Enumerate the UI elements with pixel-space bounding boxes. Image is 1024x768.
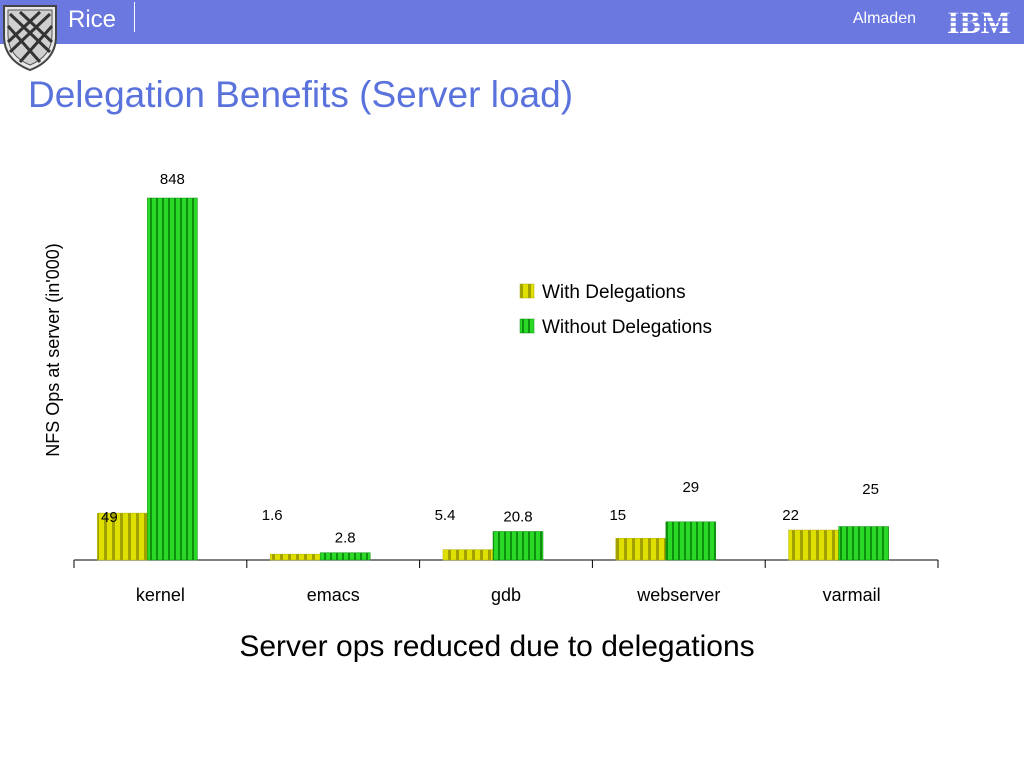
y-axis-label: NFS Ops at server (in'000) <box>43 243 63 457</box>
bar-without-gdb <box>492 531 544 561</box>
data-label-with-emacs: 1.6 <box>262 507 283 524</box>
header-divider <box>134 2 135 32</box>
bar-without-varmail <box>838 526 889 561</box>
x-tick-label-webserver: webserver <box>636 585 720 605</box>
bar-without-emacs <box>319 552 371 561</box>
data-label-without-varmail: 25 <box>862 481 879 498</box>
bar-without-kernel <box>147 197 198 561</box>
x-tick-label-kernel: kernel <box>136 585 185 605</box>
data-label-with-gdb: 5.4 <box>435 507 456 524</box>
data-label-with-kernel: 49 <box>101 509 118 526</box>
legend-label-without: Without Delegations <box>542 317 712 338</box>
ibm-logo: IBM <box>944 5 1014 37</box>
bar-with-varmail <box>788 529 839 561</box>
bar-without-webserver <box>665 521 717 561</box>
legend-swatch-with <box>519 283 535 299</box>
header-bar <box>0 0 1024 44</box>
data-label-without-emacs: 2.8 <box>335 530 356 547</box>
slide-title: Delegation Benefits (Server load) <box>28 74 574 115</box>
data-label-with-webserver: 15 <box>609 507 626 524</box>
x-tick-label-gdb: gdb <box>491 585 521 605</box>
data-label-with-varmail: 22 <box>782 507 799 524</box>
data-label-without-kernel: 848 <box>160 171 185 188</box>
bar-with-emacs <box>269 553 321 561</box>
data-label-without-webserver: 29 <box>682 479 699 496</box>
bar-with-gdb <box>442 549 494 561</box>
rice-shield-icon <box>3 5 57 72</box>
legend-label-with: With Delegations <box>542 282 686 303</box>
ibm-logo-text: IBM <box>947 5 1011 37</box>
x-tick-label-emacs: emacs <box>307 585 360 605</box>
bar-with-webserver <box>615 538 667 561</box>
data-label-without-gdb: 20.8 <box>503 508 532 525</box>
legend-swatch-without <box>519 318 535 334</box>
slide-subtitle: Server ops reduced due to delegations <box>239 630 755 663</box>
header-right-label: Almaden <box>852 10 916 27</box>
header-left-label: Rice <box>68 6 117 33</box>
bar-with-kernel <box>97 512 148 561</box>
x-tick-label-varmail: varmail <box>823 585 881 605</box>
